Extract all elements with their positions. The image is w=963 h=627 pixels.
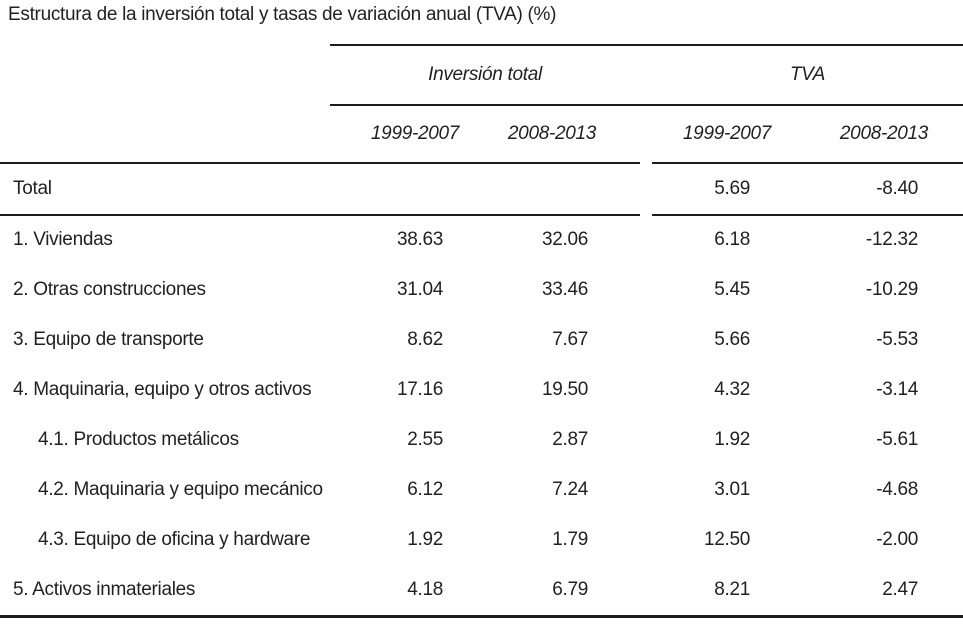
cell-tva-1999-2007: 3.01 <box>714 479 750 500</box>
rule-bottom <box>0 615 963 618</box>
cell-inversion-1999-2007: 6.12 <box>407 479 443 500</box>
cell-tva-1999-2007: 4.32 <box>714 379 750 400</box>
cell-tva-2008-2013: -5.53 <box>876 329 918 350</box>
col-header-inversion-1999-2007: 1999-2007 <box>370 123 460 144</box>
row-label: 3. Equipo de transporte <box>13 329 204 350</box>
cell-inversion-2008-2013: 33.46 <box>541 279 588 300</box>
rule-below-total-right <box>652 214 963 216</box>
cell-tva-2008-2013: -10.29 <box>865 279 918 300</box>
cell-tva-1999-2007: 5.66 <box>714 329 750 350</box>
cell-tva-1999-2007: 1.92 <box>714 429 750 450</box>
cell-inversion-1999-2007: 4.18 <box>407 579 443 600</box>
cell-tva-2008-2013: -8.40 <box>876 178 918 199</box>
rule-above-total-right <box>652 162 963 164</box>
cell-inversion-2008-2013: 1.79 <box>552 529 588 550</box>
table-row-sub: 4.2. Maquinaria y equipo mecánico 6.12 7… <box>0 465 963 515</box>
cell-tva-2008-2013: -12.32 <box>865 229 918 250</box>
col-header-inversion-2008-2013: 2008-2013 <box>507 123 597 144</box>
cell-inversion-1999-2007 <box>330 164 443 214</box>
cell-inversion-1999-2007: 38.63 <box>396 229 443 250</box>
rule-header-mid <box>330 104 963 106</box>
column-group-header-row: Inversión total TVA <box>0 46 963 104</box>
cell-inversion-2008-2013 <box>443 164 588 214</box>
table-row: 1. Viviendas 38.63 32.06 6.18 -12.32 <box>0 215 963 265</box>
cell-tva-2008-2013: -3.14 <box>876 379 918 400</box>
row-label: 4. Maquinaria, equipo y otros activos <box>13 379 312 400</box>
rule-below-total-left <box>0 214 640 216</box>
column-header-row: 1999-2007 2008-2013 1999-2007 2008-2013 <box>0 106 963 162</box>
col-header-tva-1999-2007: 1999-2007 <box>682 123 772 144</box>
table-row-sub: 4.1. Productos metálicos 2.55 2.87 1.92 … <box>0 415 963 465</box>
table-title: Estructura de la inversión total y tasas… <box>8 4 557 25</box>
rule-header-top <box>330 44 963 46</box>
table-row: 2. Otras construcciones 31.04 33.46 5.45… <box>0 265 963 315</box>
cell-inversion-2008-2013: 7.24 <box>552 479 588 500</box>
col-header-tva-2008-2013: 2008-2013 <box>839 123 929 144</box>
table-row-total: Total 5.69 -8.40 <box>0 164 963 214</box>
table-row: 3. Equipo de transporte 8.62 7.67 5.66 -… <box>0 315 963 365</box>
row-label: Total <box>13 178 52 199</box>
row-label: 5. Activos inmateriales <box>13 579 196 600</box>
cell-tva-1999-2007: 6.18 <box>714 229 750 250</box>
cell-inversion-1999-2007: 8.62 <box>407 329 443 350</box>
cell-inversion-2008-2013: 7.67 <box>552 329 588 350</box>
table-row: 5. Activos inmateriales 4.18 6.79 8.21 2… <box>0 565 963 615</box>
cell-tva-1999-2007: 5.69 <box>714 178 750 199</box>
cell-inversion-2008-2013: 2.87 <box>552 429 588 450</box>
cell-inversion-1999-2007: 31.04 <box>396 279 443 300</box>
cell-inversion-1999-2007: 17.16 <box>396 379 443 400</box>
cell-inversion-2008-2013: 32.06 <box>541 229 588 250</box>
rule-above-total-left <box>0 162 640 164</box>
row-label: 4.2. Maquinaria y equipo mecánico <box>38 479 323 500</box>
cell-tva-1999-2007: 12.50 <box>703 529 750 550</box>
cell-inversion-1999-2007: 2.55 <box>407 429 443 450</box>
table-row-sub: 4.3. Equipo de oficina y hardware 1.92 1… <box>0 515 963 565</box>
cell-tva-1999-2007: 8.21 <box>714 579 750 600</box>
row-label: 4.3. Equipo de oficina y hardware <box>38 529 311 550</box>
row-label: 4.1. Productos metálicos <box>38 429 239 450</box>
table-row: 4. Maquinaria, equipo y otros activos 17… <box>0 365 963 415</box>
cell-inversion-1999-2007: 1.92 <box>407 529 443 550</box>
cell-tva-2008-2013: -4.68 <box>876 479 918 500</box>
cell-tva-1999-2007: 5.45 <box>714 279 750 300</box>
row-label: 1. Viviendas <box>13 229 113 250</box>
group-header-tva: TVA <box>789 64 825 85</box>
table-body: 1. Viviendas 38.63 32.06 6.18 -12.32 2. … <box>0 215 963 615</box>
cell-inversion-2008-2013: 6.79 <box>552 579 588 600</box>
cell-inversion-2008-2013: 19.50 <box>541 379 588 400</box>
row-label: 2. Otras construcciones <box>13 279 206 300</box>
cell-tva-2008-2013: 2.47 <box>882 579 918 600</box>
cell-tva-2008-2013: -5.61 <box>876 429 918 450</box>
cell-tva-2008-2013: -2.00 <box>876 529 918 550</box>
group-header-inversion-total: Inversión total <box>428 64 542 85</box>
